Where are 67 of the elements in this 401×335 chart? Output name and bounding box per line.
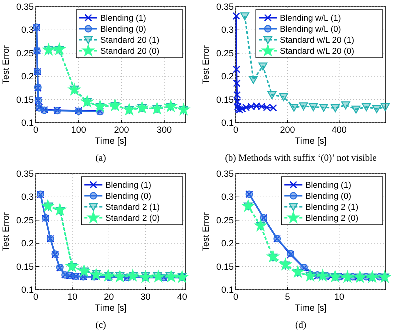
y-tick-label: 0.3 bbox=[221, 192, 234, 202]
x-tick-label: 300 bbox=[157, 125, 172, 135]
y-tick-label: 0.1 bbox=[21, 285, 34, 295]
y-axis-title: Test Error bbox=[201, 45, 211, 85]
x-tick-label: 0 bbox=[33, 125, 39, 135]
y-tick-label: 0.1 bbox=[21, 118, 34, 128]
legend-label: Standard 2 (1) bbox=[106, 202, 160, 212]
legend-label: Blending w/L (0) bbox=[280, 24, 342, 34]
legend-label: Standard 20 (0) bbox=[100, 46, 160, 56]
legend-label: Blending (1) bbox=[106, 180, 152, 190]
legend-label: Blending (0) bbox=[306, 191, 352, 201]
text: (b) Methods with suffix ‘(0)’ not visible bbox=[225, 154, 377, 164]
x-tick-label: 30 bbox=[140, 292, 151, 302]
y-tick-label: 0.35 bbox=[216, 169, 234, 179]
y-tick-label: 0.25 bbox=[216, 48, 234, 58]
x-tick-label: 20 bbox=[104, 292, 114, 302]
x-tick-label: 40 bbox=[177, 292, 188, 302]
x-tick-label: 10 bbox=[68, 292, 78, 302]
y-tick-label: 0.25 bbox=[16, 215, 34, 226]
legend-label: Standard 20 (1) bbox=[100, 35, 160, 45]
x-tick-label: 200 bbox=[114, 125, 130, 135]
y-tick-label: 0.15 bbox=[216, 94, 234, 105]
legend-label: Blending w/L (1) bbox=[280, 13, 342, 23]
y-tick-label: 0.15 bbox=[16, 262, 34, 272]
legend-label: Blending (1) bbox=[306, 180, 352, 190]
y-tick-label: 0.25 bbox=[16, 48, 34, 58]
text: (c) bbox=[96, 321, 106, 331]
x-tick-label: 0 bbox=[233, 292, 239, 302]
legend-label: Standard w/L 20 (0) bbox=[280, 46, 355, 56]
text: (a) bbox=[96, 154, 106, 164]
y-tick-label: 0.15 bbox=[216, 262, 234, 272]
legend-label: Standard 2 (0) bbox=[106, 213, 160, 223]
legend-label: Blending 2 (1) bbox=[306, 202, 359, 212]
legend-label: Blending (0) bbox=[106, 191, 152, 201]
y-tick-label: 0.1 bbox=[221, 118, 234, 128]
x-axis-title: Time [s] bbox=[295, 136, 327, 146]
legend-label: Blending (0) bbox=[100, 24, 146, 34]
text: (d) bbox=[295, 321, 307, 331]
y-tick-label: 0.25 bbox=[216, 215, 234, 226]
y-tick-label: 0.15 bbox=[16, 94, 34, 105]
x-axis-title: Time [s] bbox=[95, 136, 127, 146]
y-tick-label: 0.2 bbox=[21, 238, 34, 249]
legend-label: Blending (1) bbox=[100, 13, 146, 23]
y-tick-label: 0.3 bbox=[221, 25, 234, 36]
y-axis-title: Test Error bbox=[1, 212, 11, 252]
x-tick-label: 400 bbox=[332, 125, 347, 135]
x-tick-label: 5 bbox=[285, 292, 290, 302]
y-tick-label: 0.2 bbox=[221, 72, 234, 82]
x-axis-title: Time [s] bbox=[295, 303, 327, 313]
x-tick-label: 0 bbox=[33, 292, 39, 302]
legend-label: Blending 2 (0) bbox=[306, 213, 359, 223]
y-tick-label: 0.2 bbox=[221, 238, 234, 249]
y-tick-label: 0.1 bbox=[221, 285, 234, 295]
y-axis-title: Test Error bbox=[201, 212, 211, 252]
x-tick-label: 10 bbox=[334, 292, 344, 302]
y-tick-label: 0.3 bbox=[21, 25, 34, 36]
x-axis-title: Time [s] bbox=[95, 303, 127, 313]
y-tick-label: 0.35 bbox=[16, 169, 34, 179]
y-tick-label: 0.2 bbox=[21, 72, 34, 82]
x-tick-label: 200 bbox=[280, 125, 296, 135]
legend-label: Standard w/L 20 (1) bbox=[280, 35, 355, 45]
x-tick-label: 100 bbox=[71, 125, 86, 135]
y-tick-label: 0.35 bbox=[216, 2, 234, 12]
y-tick-label: 0.35 bbox=[16, 2, 34, 12]
y-axis-title: Test Error bbox=[1, 45, 11, 85]
y-tick-label: 0.3 bbox=[21, 192, 34, 202]
x-tick-label: 0 bbox=[233, 125, 239, 135]
